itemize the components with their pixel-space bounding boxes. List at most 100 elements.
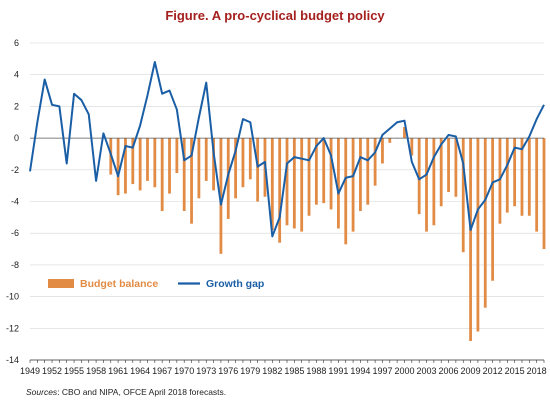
x-axis-tick-labels: 1949 1952 1955 1958 1961 1964 1967 1970 1973 1976… (20, 366, 547, 376)
growth-gap-line (29, 61, 545, 238)
bar-1972 (197, 138, 201, 199)
bar-1967 (160, 138, 164, 212)
x-tick-label: 2012 (483, 366, 503, 376)
bar-1970 (182, 138, 186, 212)
y-tick-label: 0 (14, 133, 19, 143)
legend: Budget balance Growth gap (48, 278, 264, 290)
bar-1991 (337, 138, 340, 229)
y-tick-label: 4 (14, 70, 19, 80)
bar-2000 (403, 127, 406, 139)
bar-1994 (359, 138, 362, 212)
x-tick-label: 1991 (328, 366, 348, 376)
bar-1980 (256, 138, 260, 202)
bar-1982 (270, 138, 274, 231)
bar-1962 (124, 138, 127, 194)
bar-1973 (204, 138, 208, 181)
bar-1986 (300, 138, 304, 232)
x-tick-label: 1979 (240, 366, 260, 376)
bar-1990 (329, 138, 333, 210)
bar-1989 (322, 138, 326, 204)
x-tick-label: 1997 (372, 366, 392, 376)
x-tick-label: 1970 (174, 366, 194, 376)
source-label: Sources (26, 387, 58, 397)
bar-1988 (314, 138, 318, 205)
bar-2005 (439, 138, 443, 207)
x-tick-label: 1973 (196, 366, 216, 376)
bar-1971 (190, 138, 193, 224)
bar-2007 (454, 138, 458, 197)
bar-1969 (175, 138, 179, 173)
x-tick-label: 2006 (439, 366, 459, 376)
bar-1961 (116, 138, 120, 196)
x-tick-label: 2000 (394, 366, 414, 376)
bar-1966 (153, 138, 157, 188)
bar-1965 (146, 138, 149, 181)
bar-2017 (527, 138, 531, 216)
x-tick-label: 1988 (306, 366, 326, 376)
x-tick-label: 1958 (86, 366, 106, 376)
bar-2018 (535, 138, 539, 232)
bar-1992 (344, 138, 348, 245)
bar-1997 (381, 138, 384, 164)
x-tick-label: 1985 (284, 366, 304, 376)
x-tick-label: 1949 (20, 366, 40, 376)
bar-2008 (461, 138, 465, 253)
budget-balance-bars (109, 127, 546, 341)
y-tick-label: 2 (14, 101, 19, 111)
x-tick-label: 1982 (262, 366, 282, 376)
bar-2012 (491, 138, 494, 281)
bar-1979 (248, 138, 252, 180)
bar-1984 (285, 138, 289, 226)
y-tick-label: -12 (6, 323, 19, 333)
x-tick-label: 1955 (64, 366, 84, 376)
bar-2009 (469, 138, 472, 341)
bar-1996 (373, 138, 377, 186)
y-tick-label: -14 (6, 355, 19, 365)
bar-1998 (388, 138, 392, 143)
bar-2010 (476, 138, 480, 332)
bar-2006 (447, 138, 450, 192)
bar-2015 (513, 138, 517, 207)
bar-1974 (212, 138, 215, 191)
x-tick-label: 1961 (108, 366, 128, 376)
bar-1987 (307, 138, 311, 216)
y-tick-label: -2 (11, 165, 19, 175)
y-axis-tick-labels: 6 4 2 0 -2 -4 -6 -8 -10 -12 -14 (6, 38, 19, 365)
bar-1993 (351, 138, 355, 232)
bar-2004 (432, 138, 436, 226)
bar-1978 (241, 138, 245, 188)
y-tick-label: -8 (11, 260, 19, 270)
bar-2001 (410, 138, 414, 156)
bar-1995 (366, 138, 370, 205)
bar-2013 (498, 138, 502, 224)
x-tick-label: 2015 (505, 366, 525, 376)
x-tick-label: 2003 (416, 366, 436, 376)
bar-2002 (417, 138, 421, 215)
bar-1983 (278, 138, 282, 243)
bar-1977 (234, 138, 237, 199)
bar-1975 (219, 138, 223, 254)
legend-label-growth-gap: Growth gap (206, 278, 264, 290)
x-tick-label: 1967 (152, 366, 172, 376)
bar-2011 (483, 138, 487, 308)
y-tick-label: -6 (11, 228, 19, 238)
bar-2016 (520, 138, 524, 216)
bar-2014 (505, 138, 509, 213)
y-tick-label: -4 (11, 197, 19, 207)
x-tick-label: 1994 (350, 366, 370, 376)
y-tick-label: -10 (6, 292, 19, 302)
x-tick-label: 1952 (42, 366, 62, 376)
bar-1964 (138, 138, 142, 191)
legend-swatch-budget-balance (48, 279, 74, 288)
x-axis-ticks (29, 360, 545, 363)
legend-label-budget-balance: Budget balance (80, 278, 158, 290)
bar-1985 (292, 138, 296, 229)
bar-2003 (425, 138, 428, 232)
bar-1963 (131, 138, 135, 185)
bar-1968 (168, 138, 171, 194)
y-tick-label: 6 (14, 38, 19, 48)
chart-title: Figure. A pro-cyclical budget policy (165, 8, 385, 23)
bar-2019 (542, 138, 546, 250)
x-tick-label: 2009 (461, 366, 481, 376)
